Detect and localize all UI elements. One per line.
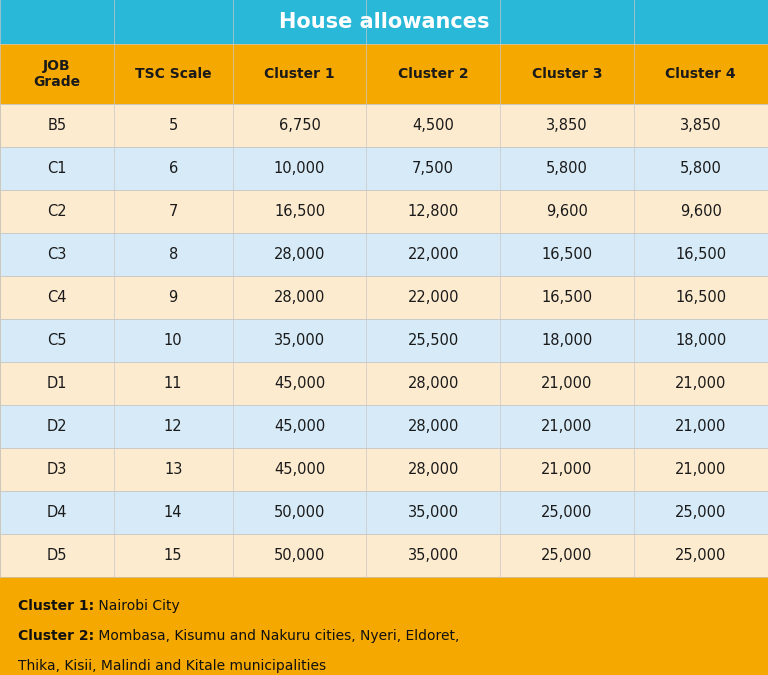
Text: 7,500: 7,500 xyxy=(412,161,454,176)
Text: 45,000: 45,000 xyxy=(274,376,325,391)
Text: 50,000: 50,000 xyxy=(274,548,325,563)
Text: 16,500: 16,500 xyxy=(675,290,727,305)
Text: 21,000: 21,000 xyxy=(541,419,592,434)
Text: C5: C5 xyxy=(47,333,67,348)
Text: TSC Scale: TSC Scale xyxy=(135,67,211,81)
Text: D4: D4 xyxy=(47,505,67,520)
Text: 5,800: 5,800 xyxy=(546,161,588,176)
Text: 10: 10 xyxy=(164,333,183,348)
Text: 15: 15 xyxy=(164,548,183,563)
Text: 18,000: 18,000 xyxy=(675,333,727,348)
Text: 45,000: 45,000 xyxy=(274,419,325,434)
Text: Nairobi City: Nairobi City xyxy=(94,599,180,613)
Bar xyxy=(0,0,768,44)
Bar xyxy=(0,276,768,319)
Text: 28,000: 28,000 xyxy=(408,376,458,391)
Text: 45,000: 45,000 xyxy=(274,462,325,477)
Bar xyxy=(0,319,768,362)
Text: 16,500: 16,500 xyxy=(541,247,592,262)
Text: 22,000: 22,000 xyxy=(407,290,459,305)
Text: D2: D2 xyxy=(47,419,67,434)
Bar xyxy=(0,190,768,233)
Text: 16,500: 16,500 xyxy=(675,247,727,262)
Text: 8: 8 xyxy=(168,247,178,262)
Text: 21,000: 21,000 xyxy=(541,462,592,477)
Text: D3: D3 xyxy=(47,462,67,477)
Text: 50,000: 50,000 xyxy=(274,505,325,520)
Text: B5: B5 xyxy=(48,118,66,133)
Text: Cluster 4: Cluster 4 xyxy=(666,67,736,81)
Bar xyxy=(0,577,768,675)
Text: D1: D1 xyxy=(47,376,67,391)
Text: 35,000: 35,000 xyxy=(274,333,325,348)
Text: 7: 7 xyxy=(168,204,178,219)
Text: 9,600: 9,600 xyxy=(680,204,722,219)
Text: 4,500: 4,500 xyxy=(412,118,454,133)
Text: 25,000: 25,000 xyxy=(541,548,592,563)
Bar xyxy=(0,448,768,491)
Bar xyxy=(0,233,768,276)
Text: 35,000: 35,000 xyxy=(408,548,458,563)
Text: 6,750: 6,750 xyxy=(279,118,320,133)
Text: 12,800: 12,800 xyxy=(408,204,458,219)
Text: 5,800: 5,800 xyxy=(680,161,722,176)
Text: 25,000: 25,000 xyxy=(675,548,727,563)
Text: C1: C1 xyxy=(47,161,67,176)
Text: 12: 12 xyxy=(164,419,183,434)
Text: 13: 13 xyxy=(164,462,182,477)
Text: 3,850: 3,850 xyxy=(546,118,588,133)
Text: 21,000: 21,000 xyxy=(675,376,727,391)
Bar xyxy=(0,104,768,147)
Bar xyxy=(0,362,768,405)
Text: 28,000: 28,000 xyxy=(274,290,325,305)
Text: 16,500: 16,500 xyxy=(541,290,592,305)
Text: Cluster 1:: Cluster 1: xyxy=(18,599,94,613)
Text: Cluster 3: Cluster 3 xyxy=(531,67,602,81)
Bar xyxy=(0,405,768,448)
Bar xyxy=(0,534,768,577)
Text: Cluster 2:: Cluster 2: xyxy=(18,629,94,643)
Text: 3,850: 3,850 xyxy=(680,118,722,133)
Text: C4: C4 xyxy=(47,290,67,305)
Text: JOB
Grade: JOB Grade xyxy=(33,59,81,89)
Text: 21,000: 21,000 xyxy=(675,462,727,477)
Text: 21,000: 21,000 xyxy=(541,376,592,391)
Text: 28,000: 28,000 xyxy=(274,247,325,262)
Text: 25,000: 25,000 xyxy=(541,505,592,520)
Text: Cluster 2: Cluster 2 xyxy=(398,67,468,81)
Bar xyxy=(0,491,768,534)
Text: 35,000: 35,000 xyxy=(408,505,458,520)
Text: 9,600: 9,600 xyxy=(546,204,588,219)
Text: C2: C2 xyxy=(47,204,67,219)
Text: Thika, Kisii, Malindi and Kitale municipalities: Thika, Kisii, Malindi and Kitale municip… xyxy=(18,659,326,673)
Bar xyxy=(0,44,768,104)
Text: 28,000: 28,000 xyxy=(408,462,458,477)
Text: Mombasa, Kisumu and Nakuru cities, Nyeri, Eldoret,: Mombasa, Kisumu and Nakuru cities, Nyeri… xyxy=(94,629,459,643)
Text: 11: 11 xyxy=(164,376,183,391)
Text: 9: 9 xyxy=(168,290,178,305)
Text: 10,000: 10,000 xyxy=(274,161,325,176)
Text: D5: D5 xyxy=(47,548,67,563)
Text: 25,500: 25,500 xyxy=(408,333,458,348)
Text: 16,500: 16,500 xyxy=(274,204,325,219)
Text: 18,000: 18,000 xyxy=(541,333,592,348)
Text: 22,000: 22,000 xyxy=(407,247,459,262)
Text: 25,000: 25,000 xyxy=(675,505,727,520)
Text: 6: 6 xyxy=(168,161,178,176)
Text: 21,000: 21,000 xyxy=(675,419,727,434)
Text: House allowances: House allowances xyxy=(279,12,489,32)
Text: Cluster 1: Cluster 1 xyxy=(264,67,335,81)
Text: 28,000: 28,000 xyxy=(408,419,458,434)
Bar xyxy=(0,147,768,190)
Text: 5: 5 xyxy=(168,118,178,133)
Text: 14: 14 xyxy=(164,505,183,520)
Text: C3: C3 xyxy=(47,247,67,262)
